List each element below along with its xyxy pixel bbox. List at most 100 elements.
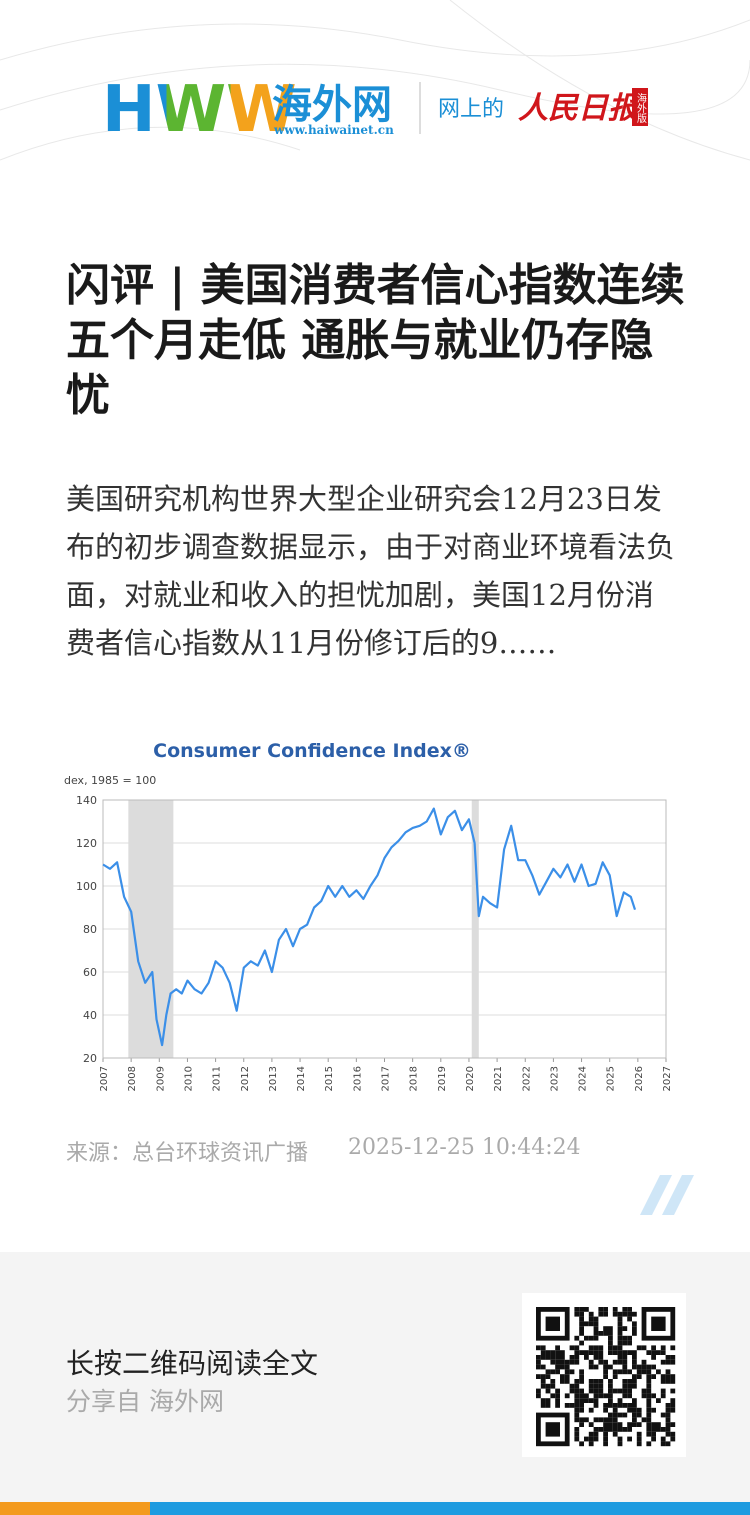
qr-module [574,1427,580,1432]
qr-module [617,1321,623,1327]
qr-module [646,1403,652,1408]
qr-module [608,1340,613,1346]
qr-module [588,1441,594,1447]
qr-module [574,1412,580,1418]
qr-module [651,1431,656,1437]
qr-module [593,1326,599,1331]
qr-module [598,1393,604,1399]
qr-module [617,1412,623,1418]
qr-module [564,1393,570,1399]
qr-module [574,1350,580,1355]
qr-module [617,1359,623,1365]
qr-module [612,1388,618,1394]
qr-module [627,1403,632,1408]
qr-module [646,1383,652,1389]
qr-module [617,1335,623,1341]
qr-module [588,1398,594,1403]
qr-module [555,1359,560,1365]
qr-module [574,1335,580,1341]
qr-module [598,1350,604,1355]
qr-module [593,1393,599,1399]
qr-module [632,1331,637,1336]
qr-module [670,1398,676,1403]
qr-module [555,1369,560,1375]
qr-module [627,1388,632,1394]
qr-module [641,1345,647,1351]
qr-module [540,1374,546,1379]
qr-module [545,1374,551,1379]
qr-module [627,1316,632,1322]
qr-module [564,1369,570,1375]
decor-lines [0,0,750,161]
qr-module [617,1427,623,1432]
series-line [102,807,637,1047]
qr-module [579,1441,584,1447]
qr-module [617,1345,623,1351]
qr-module [603,1311,608,1317]
qr-module [665,1422,671,1427]
qr-module [660,1436,666,1442]
qr-module [617,1436,623,1442]
qr-module [632,1374,637,1379]
qr-module [627,1369,632,1375]
qr-module [555,1364,560,1370]
x-tick-label: 2025 [606,1066,617,1091]
qr-module [627,1311,632,1317]
qr-module [632,1311,637,1317]
chart: Consumer Confidence Index® dex, 1985 = 1… [62,730,687,1095]
qr-module [579,1374,584,1379]
qr-module [636,1369,642,1375]
edition: 海外版 [635,92,647,124]
y-tick-label: 120 [76,837,97,850]
qr-module [545,1369,551,1375]
x-tick-label: 2020 [465,1066,476,1091]
slogan: 网上的 [438,97,504,122]
qr-module [584,1393,589,1399]
qr-module [622,1340,628,1346]
qr-module [579,1326,584,1331]
qr-module [550,1383,556,1389]
qr-module [651,1393,656,1399]
qr-module [641,1369,647,1375]
qr-module [612,1407,618,1413]
qr-module [656,1350,661,1355]
qr-module [646,1427,652,1432]
qr-module [536,1345,541,1351]
qr-finder [545,1422,560,1437]
qr-module [660,1393,666,1399]
qr-module [612,1350,618,1355]
qr-module [622,1307,628,1312]
x-tick-label: 2024 [578,1066,589,1091]
qr-module [550,1355,556,1360]
qr-module [622,1383,628,1389]
qr-module [569,1369,575,1375]
qr-module [560,1379,565,1384]
qr-module [588,1321,594,1327]
qr-module [632,1350,637,1355]
qr-module [588,1311,594,1317]
qr-module [656,1369,661,1375]
qr-module [641,1417,647,1423]
x-tick-label: 2008 [127,1066,138,1091]
qr-module [665,1431,671,1437]
qr-module [608,1393,613,1399]
qr-module [627,1427,632,1432]
x-tick-label: 2014 [296,1066,307,1091]
x-tick-label: 2016 [352,1066,363,1091]
qr-module [540,1355,546,1360]
qr-module [632,1321,637,1327]
qr-module [569,1345,575,1351]
qr-module [593,1321,599,1327]
site-url: www.haiwainet.cn [273,123,394,137]
qr-module [617,1311,623,1317]
qr-module [574,1431,580,1437]
qr-module [579,1340,584,1346]
qr-module [588,1407,594,1413]
qr-module [550,1379,556,1384]
qr-module [584,1307,589,1312]
qr-module [593,1350,599,1355]
qr-module [579,1316,584,1322]
y-tick-label: 100 [76,880,97,893]
qr-module [665,1441,671,1447]
qr-module [670,1359,676,1365]
